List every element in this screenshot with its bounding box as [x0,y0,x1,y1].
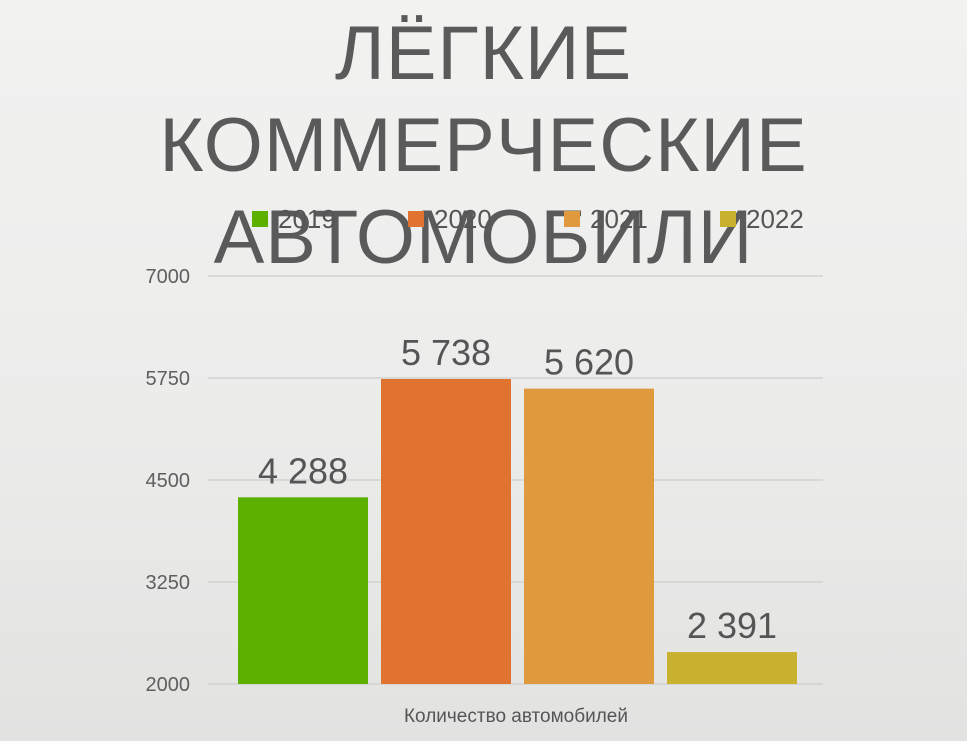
legend-label: 2019 [278,204,336,234]
legend-swatch [408,211,424,227]
bar-2021 [524,388,654,684]
bar-2022 [667,652,797,684]
legend-item-2022: 2022 [720,202,804,236]
y-tick-label: 2000 [146,674,191,696]
y-tick-label: 3250 [146,572,191,594]
legend: 2019 2020 2021 2022 [0,202,967,236]
y-tick-label: 5750 [146,368,191,390]
legend-label: 2021 [590,204,648,234]
bar-2020 [381,378,511,684]
legend-label: 2020 [434,204,492,234]
chart-title: ЛЁГКИЕ КОММЕРЧЕСКИЕ АВТОМОБИЛИ [159,11,808,280]
y-tick-label: 4500 [146,470,191,492]
y-tick-label: 7000 [146,266,191,288]
data-label-2021: 5 620 [544,342,634,383]
legend-swatch [564,211,580,227]
legend-item-2019: 2019 [252,202,336,236]
legend-item-2020: 2020 [408,202,492,236]
data-label-2019: 4 288 [258,450,348,491]
legend-swatch [720,211,736,227]
legend-label: 2022 [746,204,804,234]
x-axis-label: Количество автомобилей [404,706,628,727]
legend-swatch [252,211,268,227]
data-label-2020: 5 738 [401,332,491,373]
data-label-2022: 2 391 [687,605,777,646]
legend-item-2021: 2021 [564,202,648,236]
bar-2019 [238,497,368,684]
